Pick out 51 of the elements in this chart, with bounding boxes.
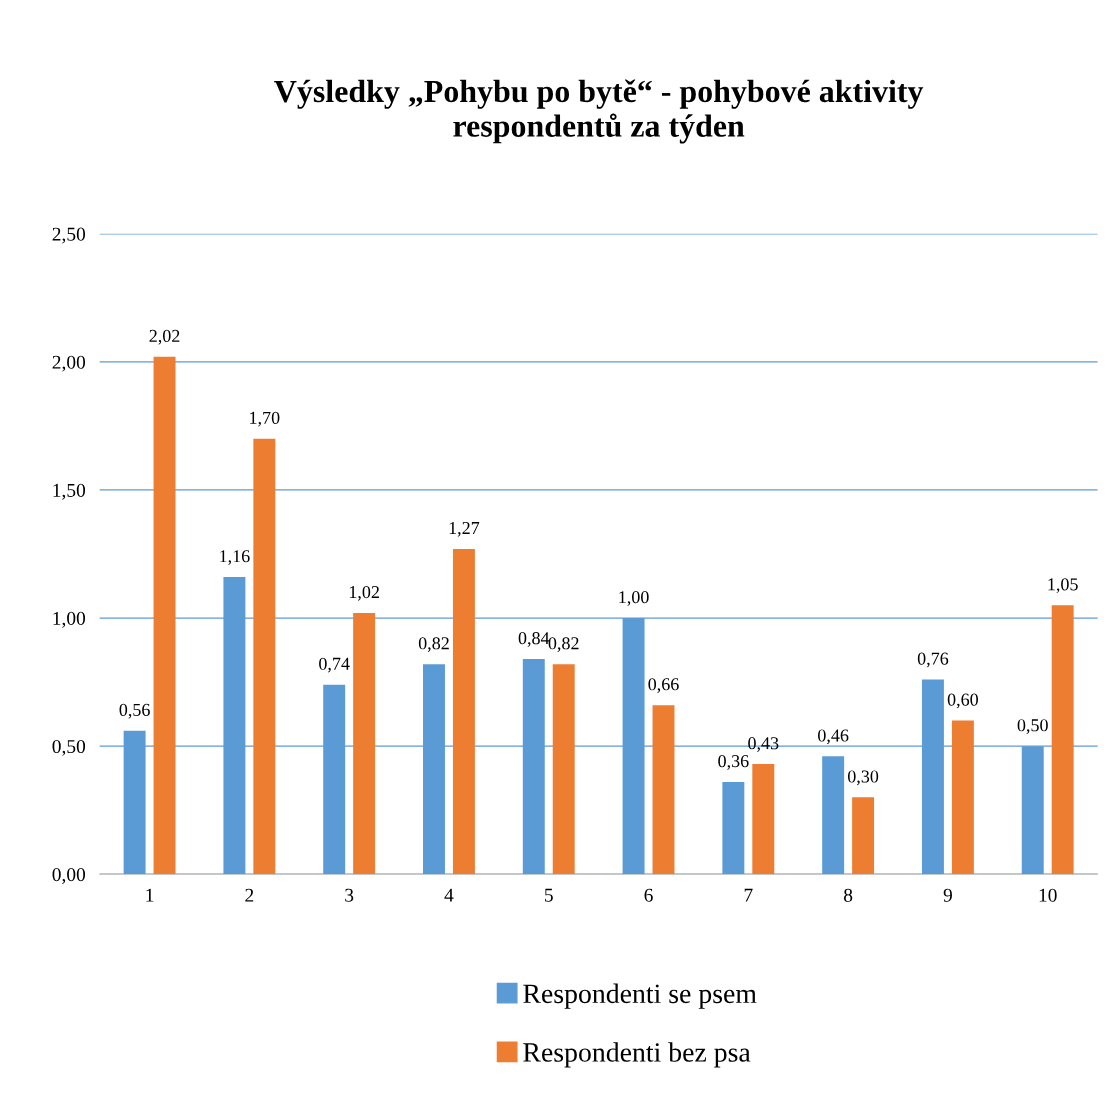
data-label: 1,02 (349, 585, 379, 601)
y-tick-label: 1,00 (53, 611, 86, 628)
data-label: 1,00 (619, 591, 649, 606)
x-tick-label: 1 (146, 888, 154, 902)
bar (951, 720, 974, 875)
data-label: 0,56 (119, 703, 150, 719)
bar (822, 756, 845, 875)
x-tick-label: 9 (943, 888, 952, 902)
x-tick-label: 3 (345, 888, 354, 902)
data-label: 1,05 (1048, 578, 1078, 594)
x-tick-label: 5 (545, 888, 553, 902)
data-label: 0,66 (648, 678, 679, 693)
bar (552, 664, 575, 875)
x-tick-label: 7 (744, 888, 753, 902)
data-label: 1,70 (250, 411, 280, 427)
x-tick-label: 6 (644, 888, 653, 902)
data-label: 2,02 (149, 329, 180, 345)
data-label: 1,27 (449, 521, 480, 537)
data-label: 0,46 (818, 729, 849, 745)
bar (852, 797, 875, 875)
x-tick-label: 10 (1039, 888, 1057, 902)
bar (253, 438, 276, 875)
y-tick-label: 2,50 (52, 227, 86, 244)
data-label: 0,43 (748, 737, 779, 752)
bar (1051, 605, 1074, 875)
y-tick-label: 0,00 (52, 868, 86, 884)
data-label: 0,74 (319, 657, 350, 673)
data-label: 0,36 (718, 755, 749, 770)
x-tick-label: 4 (444, 888, 454, 902)
data-label: 0,50 (1017, 719, 1048, 734)
x-tick-label: 8 (844, 888, 853, 902)
data-label: 0,84 (518, 632, 550, 647)
y-tick-label: 0,50 (52, 739, 86, 756)
data-label: 1,16 (220, 550, 250, 565)
bar (153, 356, 176, 875)
data-label: 0,76 (917, 652, 949, 668)
legend-label: Respondenti se psem (523, 983, 757, 1009)
data-label: 0,60 (947, 693, 978, 709)
data-label: 0,30 (847, 770, 879, 786)
chart-title: Výsledky „Pohybu po bytě“ - pohybové aktivity respondentů za týden (274, 79, 924, 144)
y-tick-label: 1,50 (53, 483, 86, 500)
data-label: 0,82 (548, 637, 579, 652)
y-tick-label: 2,00 (52, 355, 86, 372)
bar (652, 705, 675, 875)
bar (752, 764, 775, 875)
x-tick-label: 2 (245, 888, 254, 902)
bar (452, 548, 475, 875)
legend-label: Respondenti bez psa (523, 1042, 751, 1068)
bar (353, 612, 376, 875)
bar (722, 781, 745, 875)
data-label: 0,82 (418, 637, 449, 652)
